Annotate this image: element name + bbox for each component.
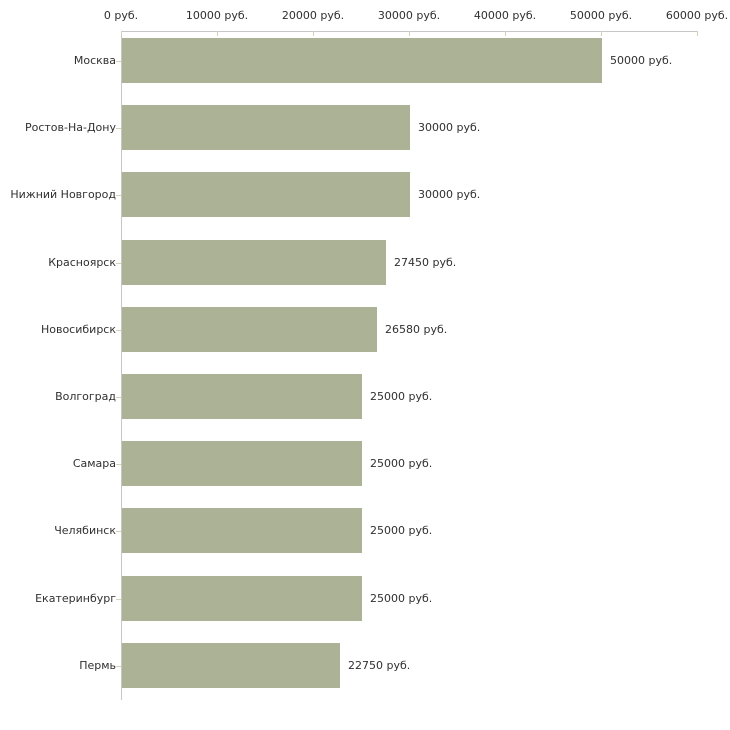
x-axis-tick bbox=[409, 31, 410, 36]
value-label: 25000 руб. bbox=[370, 457, 433, 470]
bar[interactable] bbox=[122, 38, 602, 83]
x-axis-tick-label: 50000 руб. bbox=[569, 9, 633, 22]
bar[interactable] bbox=[122, 307, 377, 352]
y-axis-tick bbox=[116, 397, 121, 398]
bar[interactable] bbox=[122, 643, 340, 688]
x-axis-tick-label: 60000 руб. bbox=[665, 9, 729, 22]
y-axis-tick bbox=[116, 128, 121, 129]
category-label: Самара bbox=[72, 457, 116, 470]
x-axis-tick bbox=[697, 31, 698, 36]
value-label: 25000 руб. bbox=[370, 592, 433, 605]
value-label: 30000 руб. bbox=[418, 188, 481, 201]
value-label: 27450 руб. bbox=[394, 256, 457, 269]
category-label: Челябинск bbox=[54, 524, 116, 537]
value-label: 22750 руб. bbox=[348, 659, 411, 672]
x-axis-tick-label: 30000 руб. bbox=[377, 9, 441, 22]
y-axis-tick bbox=[116, 666, 121, 667]
y-axis-tick bbox=[116, 599, 121, 600]
bar[interactable] bbox=[122, 240, 386, 285]
category-label: Пермь bbox=[79, 659, 116, 672]
x-axis-tick bbox=[313, 31, 314, 36]
y-axis-tick bbox=[116, 464, 121, 465]
category-label: Ростов-На-Дону bbox=[24, 121, 116, 134]
category-label: Красноярск bbox=[48, 256, 116, 269]
bar[interactable] bbox=[122, 172, 410, 217]
bar[interactable] bbox=[122, 576, 362, 621]
x-axis-tick bbox=[601, 31, 602, 36]
bar[interactable] bbox=[122, 508, 362, 553]
y-axis-tick bbox=[116, 330, 121, 331]
x-axis-tick bbox=[121, 31, 122, 36]
y-axis-tick bbox=[116, 195, 121, 196]
category-label: Нижний Новгород bbox=[10, 188, 116, 201]
category-label: Новосибирск bbox=[40, 323, 116, 336]
category-label: Волгоград bbox=[55, 390, 116, 403]
x-axis-tick-label: 10000 руб. bbox=[185, 9, 249, 22]
y-axis-tick bbox=[116, 61, 121, 62]
x-axis-tick-label: 40000 руб. bbox=[473, 9, 537, 22]
y-axis-line bbox=[121, 31, 122, 700]
x-axis-tick-label: 0 руб. bbox=[103, 9, 139, 22]
value-label: 25000 руб. bbox=[370, 524, 433, 537]
value-label: 26580 руб. bbox=[385, 323, 448, 336]
category-label: Екатеринбург bbox=[35, 592, 116, 605]
value-label: 25000 руб. bbox=[370, 390, 433, 403]
bar[interactable] bbox=[122, 374, 362, 419]
x-axis-tick bbox=[505, 31, 506, 36]
y-axis-tick bbox=[116, 263, 121, 264]
x-axis-tick-label: 20000 руб. bbox=[281, 9, 345, 22]
value-label: 50000 руб. bbox=[610, 54, 673, 67]
category-label: Москва bbox=[73, 54, 116, 67]
bar[interactable] bbox=[122, 441, 362, 486]
bar[interactable] bbox=[122, 105, 410, 150]
x-axis-tick bbox=[217, 31, 218, 36]
value-label: 30000 руб. bbox=[418, 121, 481, 134]
y-axis-tick bbox=[116, 531, 121, 532]
